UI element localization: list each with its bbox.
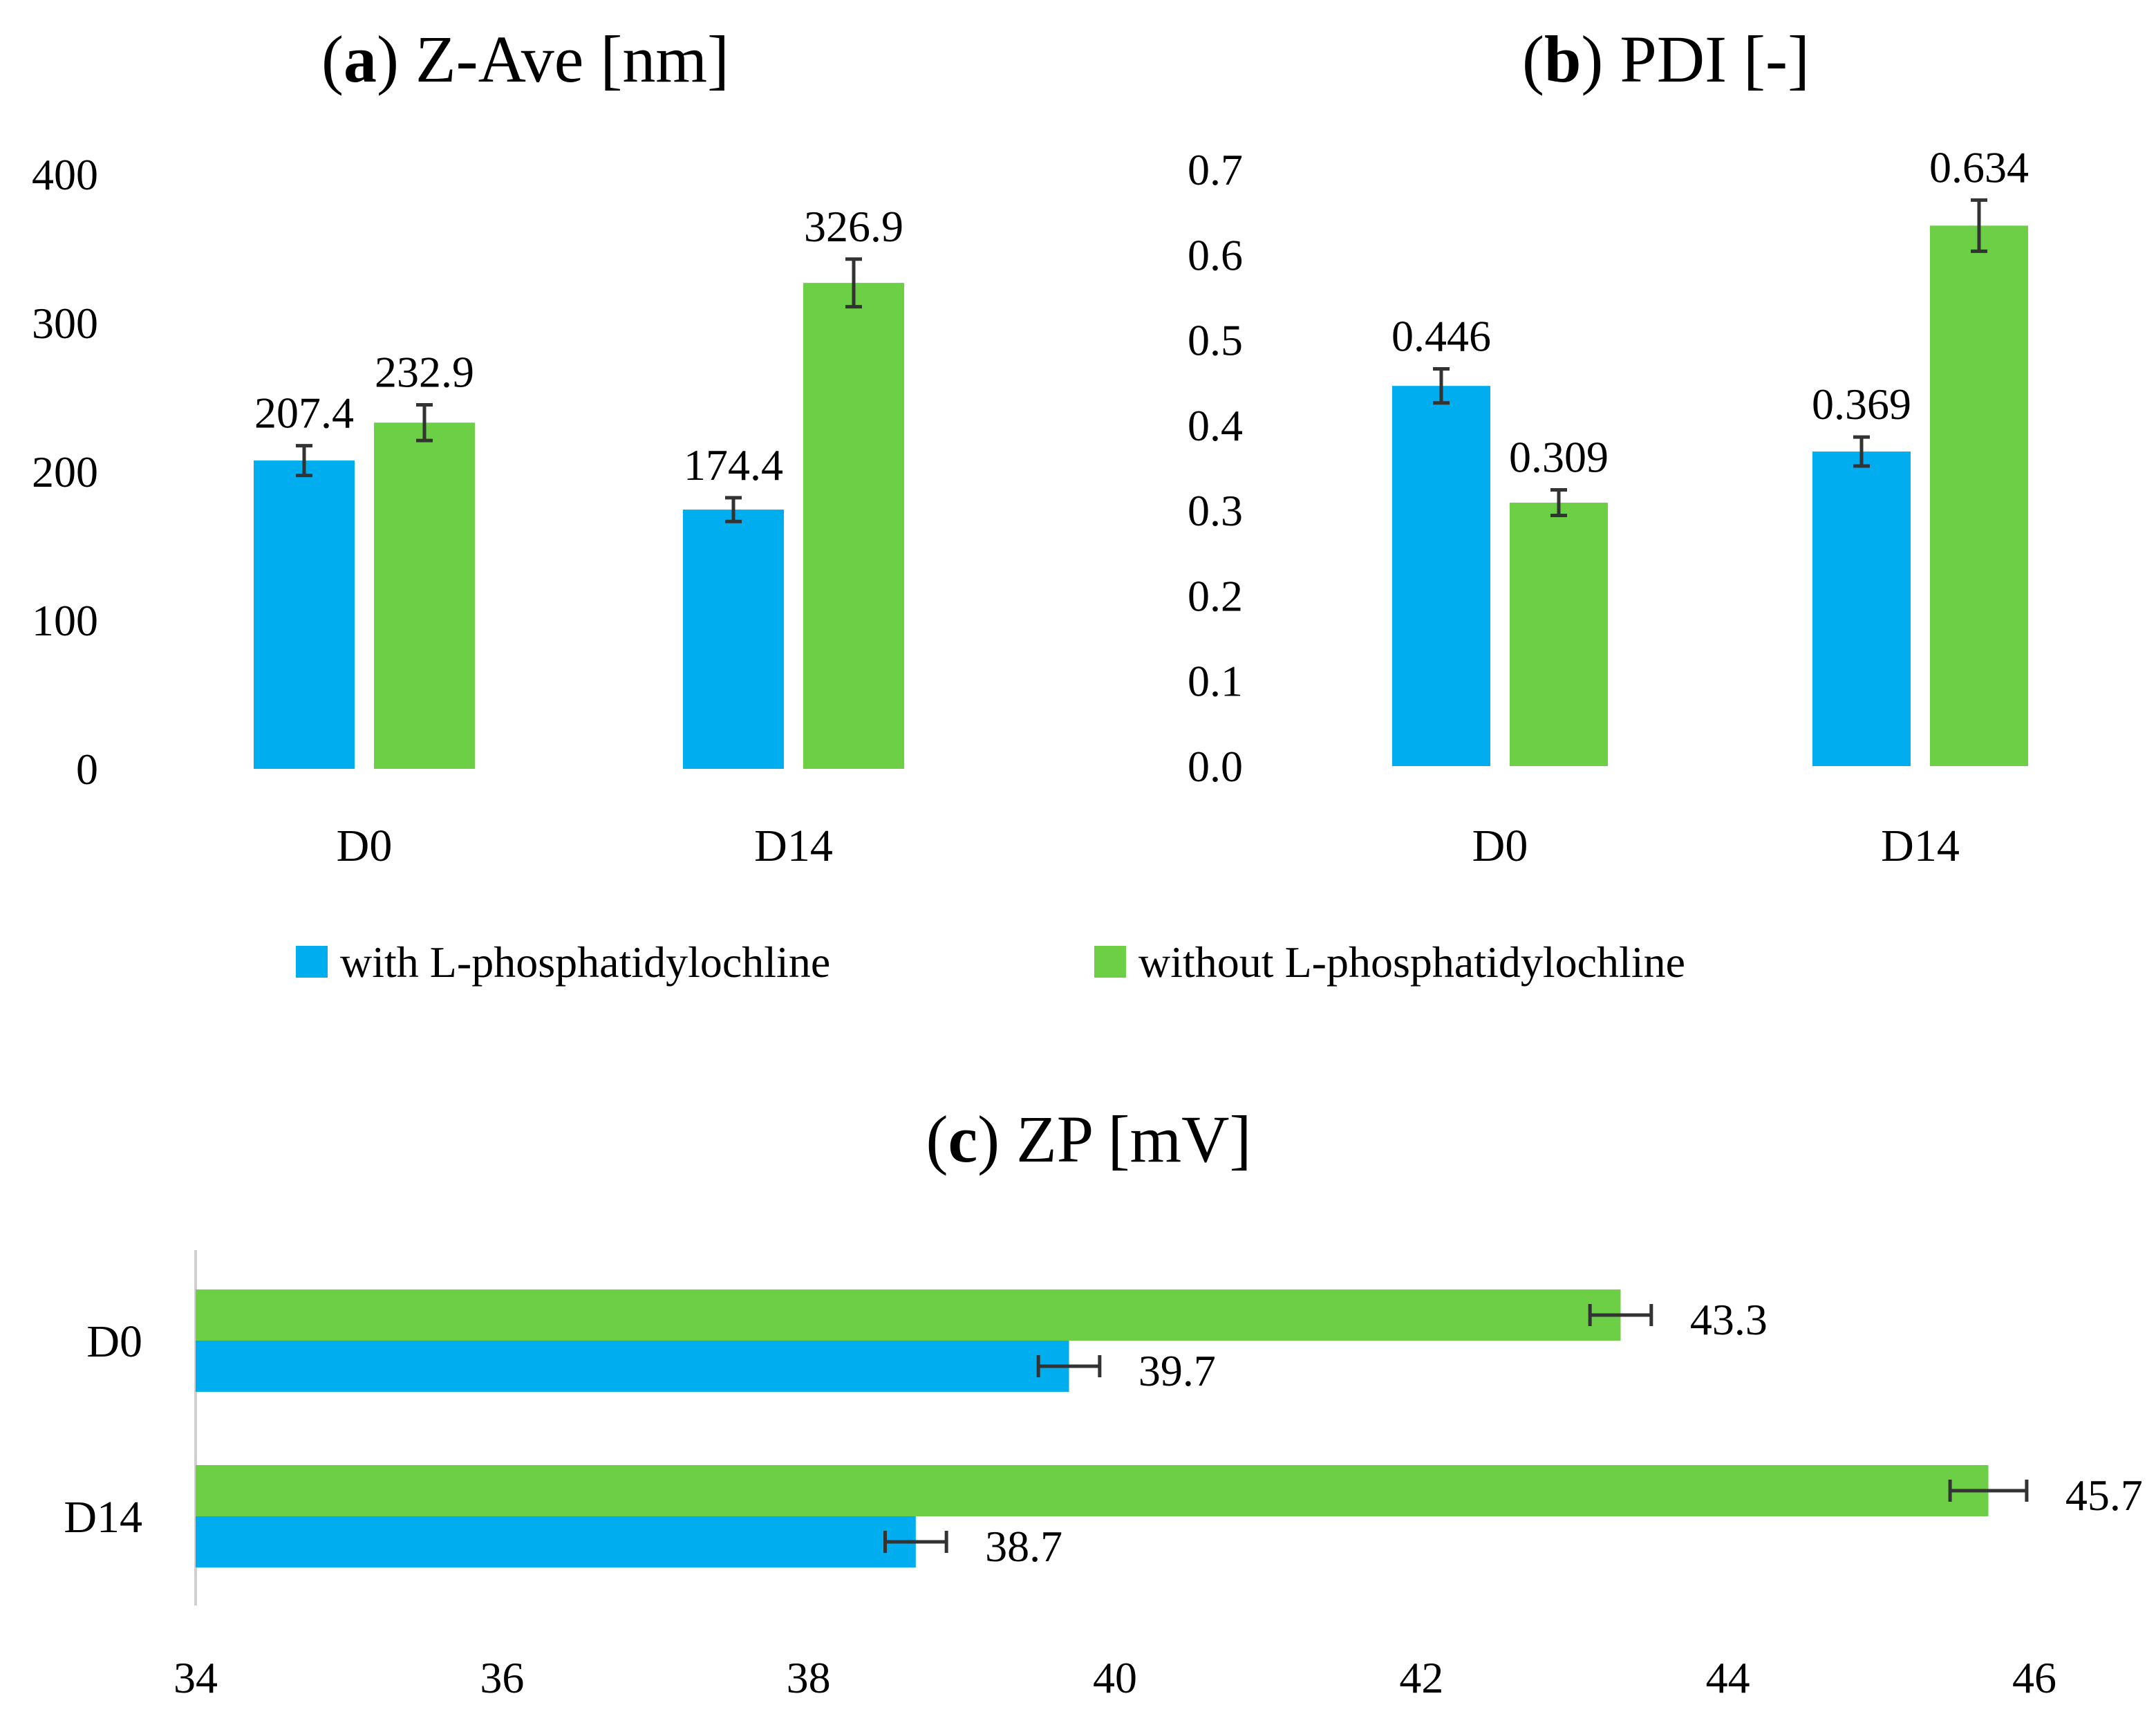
chart-c-bar bbox=[196, 1465, 1989, 1516]
chart-a-data-label: 232.9 bbox=[375, 347, 474, 396]
chart-b-data-label: 0.309 bbox=[1509, 433, 1609, 482]
legend-label-with: with L-phosphatidylochline bbox=[340, 938, 830, 987]
chart-c-data-label: 38.7 bbox=[985, 1522, 1062, 1571]
chart-c-xtick: 46 bbox=[2012, 1653, 2056, 1702]
chart-a-ytick: 400 bbox=[32, 150, 98, 199]
chart-c-bar bbox=[196, 1341, 1069, 1392]
chart-a-bar bbox=[374, 422, 475, 769]
chart-a-ytick: 100 bbox=[32, 596, 98, 645]
chart-a-title: (a) Z-Ave [nm] bbox=[321, 22, 729, 96]
chart-c-xtick: 34 bbox=[174, 1653, 218, 1702]
legend-swatch-with bbox=[296, 946, 328, 978]
chart-b-title: (b) PDI [-] bbox=[1522, 22, 1810, 96]
chart-b-bar bbox=[1812, 451, 1911, 766]
chart-a-bar bbox=[683, 510, 784, 769]
chart-a: 0 100 200 300 400 D0 207.4 232.9 D14 174.4 326.9 bbox=[32, 150, 904, 871]
chart-b-data-label: 0.446 bbox=[1391, 311, 1491, 360]
chart-b-bar bbox=[1392, 386, 1490, 766]
chart-c-bar bbox=[196, 1516, 916, 1567]
chart-c: 34 36 38 40 42 44 46 D0 43.3 39.7 D14 45.7 38.7 bbox=[64, 1250, 2143, 1702]
chart-b-ytick: 0.6 bbox=[1188, 230, 1243, 279]
chart-b: 0.0 0.1 0.2 0.3 0.4 0.5 0.6 0.7 D0 0.446 0.309 D14 0… bbox=[1188, 142, 2029, 871]
chart-c-xtick: 42 bbox=[1399, 1653, 1443, 1702]
chart-c-category-label: D0 bbox=[86, 1316, 142, 1367]
chart-c-category-label: D14 bbox=[64, 1492, 142, 1543]
chart-c-xtick: 44 bbox=[1706, 1653, 1750, 1702]
chart-a-data-label: 326.9 bbox=[804, 202, 903, 251]
chart-c-title: (c) ZP [mV] bbox=[926, 1102, 1252, 1176]
chart-a-data-label: 174.4 bbox=[684, 440, 783, 490]
legend: with L-phosphatidylochline without L-pho… bbox=[296, 938, 1685, 987]
chart-a-ytick: 300 bbox=[32, 299, 98, 348]
chart-a-ytick: 200 bbox=[32, 447, 98, 496]
chart-a-data-label: 207.4 bbox=[254, 389, 354, 438]
chart-b-ytick: 0.3 bbox=[1188, 486, 1243, 535]
chart-c-xtick: 38 bbox=[787, 1653, 831, 1702]
chart-b-ytick: 0.5 bbox=[1188, 316, 1243, 365]
legend-label-without: without L-phosphatidylochline bbox=[1138, 938, 1685, 987]
chart-b-bar bbox=[1930, 225, 2028, 767]
chart-c-data-label: 45.7 bbox=[2065, 1471, 2143, 1520]
chart-b-ytick: 0.1 bbox=[1188, 657, 1243, 706]
chart-a-bar bbox=[803, 283, 904, 769]
chart-c-data-label: 43.3 bbox=[1690, 1295, 1768, 1344]
chart-b-ytick: 0.4 bbox=[1188, 401, 1243, 450]
chart-c-bar bbox=[196, 1289, 1621, 1341]
chart-b-category-label: D0 bbox=[1472, 821, 1528, 871]
chart-a-ytick: 0 bbox=[76, 745, 98, 794]
chart-b-ytick: 0.7 bbox=[1188, 145, 1243, 194]
chart-b-ytick: 0.0 bbox=[1188, 742, 1243, 791]
chart-b-category-label: D14 bbox=[1881, 821, 1960, 871]
chart-a-category-label: D0 bbox=[337, 821, 393, 871]
chart-b-ytick: 0.2 bbox=[1188, 571, 1243, 620]
chart-c-data-label: 39.7 bbox=[1138, 1346, 1216, 1395]
chart-b-bar bbox=[1510, 503, 1608, 766]
chart-a-bar bbox=[254, 460, 355, 769]
chart-c-xtick: 36 bbox=[480, 1653, 524, 1702]
chart-b-data-label: 0.634 bbox=[1929, 142, 2029, 192]
legend-swatch-without bbox=[1094, 946, 1126, 978]
chart-b-data-label: 0.369 bbox=[1812, 380, 1911, 429]
chart-a-category-label: D14 bbox=[754, 821, 833, 871]
chart-c-xtick: 40 bbox=[1093, 1653, 1137, 1702]
